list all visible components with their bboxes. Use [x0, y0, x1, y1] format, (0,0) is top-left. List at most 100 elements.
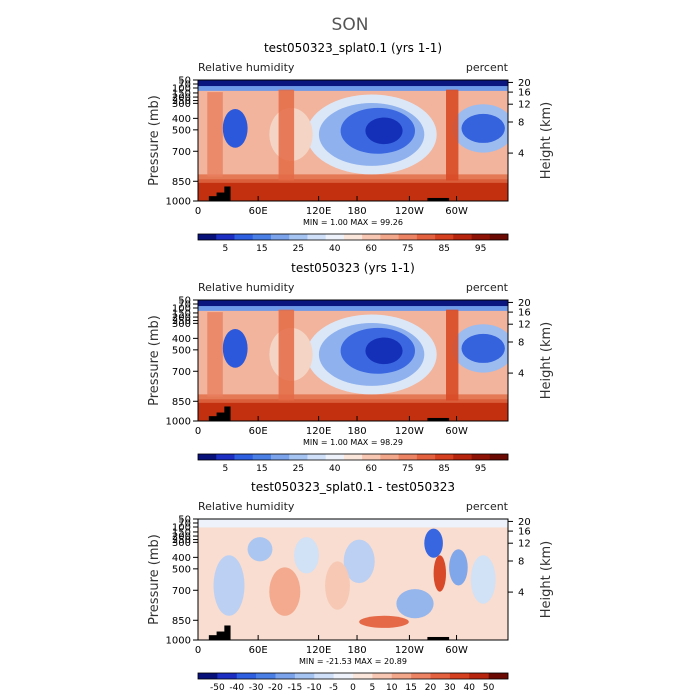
- colorbar-label: 5: [222, 244, 228, 254]
- terrain-block: [427, 197, 450, 201]
- x-tick-label: 120E: [306, 645, 331, 656]
- plot-frame: [197, 79, 509, 202]
- colorbar-swatch: [333, 673, 354, 679]
- panel-title: test050323_splat0.1 (yrs 1-1): [264, 41, 442, 55]
- y-tick-label: 100: [172, 83, 191, 94]
- y-tick-label: 200: [172, 532, 191, 543]
- colorbar-label: 15: [256, 244, 267, 254]
- colorbar-swatch: [489, 234, 509, 240]
- y-tick-label: 500: [172, 564, 191, 575]
- east-dry-core: [461, 113, 505, 143]
- colorbar-swatch: [380, 234, 399, 240]
- chart-panel-3: test050323_splat0.1 - test050323 Relative…: [147, 480, 554, 693]
- stratosphere-band: [198, 80, 508, 88]
- colorbar: -50 -40 -30 -20 -15 -10 -5 0 5 10 15 20 30 40 50: [197, 672, 509, 693]
- anomaly-blob: [325, 561, 350, 610]
- colorbar-swatch: [198, 454, 217, 460]
- y-tick-label: 1000: [166, 636, 191, 647]
- y2-tick-label: 4: [518, 369, 524, 380]
- x-tick-label: 60W: [445, 206, 468, 217]
- left-label: Relative humidity: [198, 500, 295, 513]
- colorbar-swatch: [430, 673, 451, 679]
- colorbar-label: 15: [405, 683, 416, 693]
- y2-axis-label: Height (km): [539, 102, 554, 179]
- colorbar-swatch: [488, 673, 509, 679]
- colorbar-label: -20: [268, 683, 283, 693]
- x-tick-label: 0: [195, 426, 201, 437]
- y-axis-label: Pressure (mb): [147, 95, 162, 186]
- x-tick-label: 0: [195, 645, 201, 656]
- x-tick-label: 60E: [249, 645, 268, 656]
- colorbar-swatch: [416, 234, 436, 240]
- colorbar-label: 40: [329, 244, 341, 254]
- x-tick-label: 120E: [306, 426, 331, 437]
- colorbar-swatch: [435, 454, 454, 460]
- anomaly-blob: [359, 615, 409, 628]
- colorbar-swatch: [453, 454, 472, 460]
- colorbar-swatch: [489, 454, 509, 460]
- colorbar-swatch: [343, 234, 363, 240]
- plot-frame: [197, 299, 509, 422]
- tropopause-band: [198, 86, 508, 91]
- colorbar-swatch: [471, 454, 491, 460]
- colorbar-label: 20: [425, 683, 437, 693]
- x-tick-label: 180: [347, 645, 366, 656]
- colorbar-swatch: [270, 454, 290, 460]
- colorbar-swatch: [435, 234, 454, 240]
- colorbar-frame: [197, 672, 509, 680]
- y-tick-label: 850: [172, 397, 191, 408]
- panel-title: test050323_splat0.1 - test050323: [251, 480, 455, 494]
- terrain-block: [216, 631, 226, 640]
- y2-tick-label: 8: [518, 556, 524, 567]
- y-tick-label: 250: [172, 316, 191, 327]
- y2-axis-label: Height (km): [539, 322, 554, 399]
- anomaly-blob: [424, 528, 443, 558]
- x-tick-label: 0: [195, 206, 201, 217]
- colorbar-swatch: [372, 673, 393, 679]
- colorbar-label: 60: [366, 244, 378, 254]
- y2-tick-label: 8: [518, 337, 524, 348]
- anomaly-blob: [449, 549, 468, 586]
- colorbar-swatch: [353, 673, 373, 679]
- y-axis-label: Pressure (mb): [147, 315, 162, 406]
- colorbar-swatch: [252, 234, 272, 240]
- colorbar-label: 85: [438, 244, 449, 254]
- y-tick-label: 100: [172, 303, 191, 314]
- colorbar-label: -15: [288, 683, 303, 693]
- colorbar-frame: [197, 453, 509, 461]
- stratosphere-band: [198, 519, 508, 528]
- y-tick-label: 50: [178, 296, 191, 307]
- y-tick-label: 700: [172, 147, 191, 158]
- colorbar-swatch: [398, 454, 418, 460]
- colorbar-swatch: [307, 454, 326, 460]
- colorbar-label: -30: [249, 683, 264, 693]
- colorbar-label: 60: [366, 464, 378, 474]
- boundary-layer-band: [198, 179, 508, 201]
- east-dry-core: [461, 333, 505, 363]
- y-tick-label: 1000: [166, 417, 191, 428]
- colorbar-swatch: [391, 673, 412, 679]
- colorbar-swatch: [234, 234, 254, 240]
- colorbar-label: -40: [229, 683, 244, 693]
- colorbar-swatch: [270, 234, 290, 240]
- right-label: percent: [466, 281, 509, 294]
- colorbar-label: 5: [370, 683, 376, 693]
- x-tick-label: 120W: [395, 645, 424, 656]
- y2-tick-label: 12: [518, 539, 531, 550]
- topography: [208, 186, 450, 201]
- colorbar-label: 75: [402, 464, 413, 474]
- y-tick-label: 150: [172, 308, 191, 319]
- west-dry-core: [222, 329, 248, 368]
- anomaly-blob: [213, 555, 245, 616]
- colorbar-swatch: [198, 234, 217, 240]
- colorbar-swatch: [343, 454, 363, 460]
- y-tick-label: 700: [172, 586, 191, 597]
- stratosphere-band: [198, 300, 508, 308]
- y-tick-label: 300: [172, 319, 191, 330]
- anomaly-blob: [247, 537, 273, 562]
- terrain-block: [208, 196, 219, 201]
- colorbar-swatch: [362, 234, 381, 240]
- colorbar-label: 50: [483, 683, 495, 693]
- y-tick-label: 200: [172, 313, 191, 324]
- contour-field: [198, 80, 508, 201]
